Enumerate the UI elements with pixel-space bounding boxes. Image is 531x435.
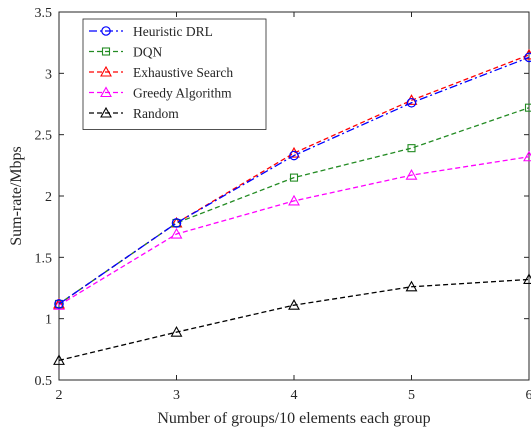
y-tick-label: 3: [45, 67, 52, 82]
legend-label: Greedy Algorithm: [133, 86, 232, 101]
x-tick-label: 4: [291, 388, 298, 403]
legend-label: Random: [133, 106, 179, 121]
y-tick-label: 3.5: [35, 6, 53, 21]
y-tick-label: 1: [45, 313, 52, 328]
x-axis-label: Number of groups/10 elements each group: [157, 410, 430, 427]
x-tick-label: 3: [173, 388, 180, 403]
y-tick-label: 2.5: [35, 129, 53, 144]
x-tick-label: 5: [408, 388, 415, 403]
legend: Heuristic DRL DQN Exhaustive Search Greedy …: [83, 19, 266, 130]
y-tick-label: 1.5: [35, 251, 53, 266]
legend-label: DQN: [133, 45, 162, 60]
x-tick-label: 6: [526, 388, 531, 403]
legend-label: Heuristic DRL: [133, 24, 213, 39]
y-tick-label: 0.5: [35, 374, 53, 389]
y-tick-label: 2: [45, 190, 52, 205]
x-tick-label: 2: [56, 388, 63, 403]
legend-label: Exhaustive Search: [133, 65, 233, 80]
y-axis-label: Sum-rate/Mbps: [8, 146, 25, 246]
